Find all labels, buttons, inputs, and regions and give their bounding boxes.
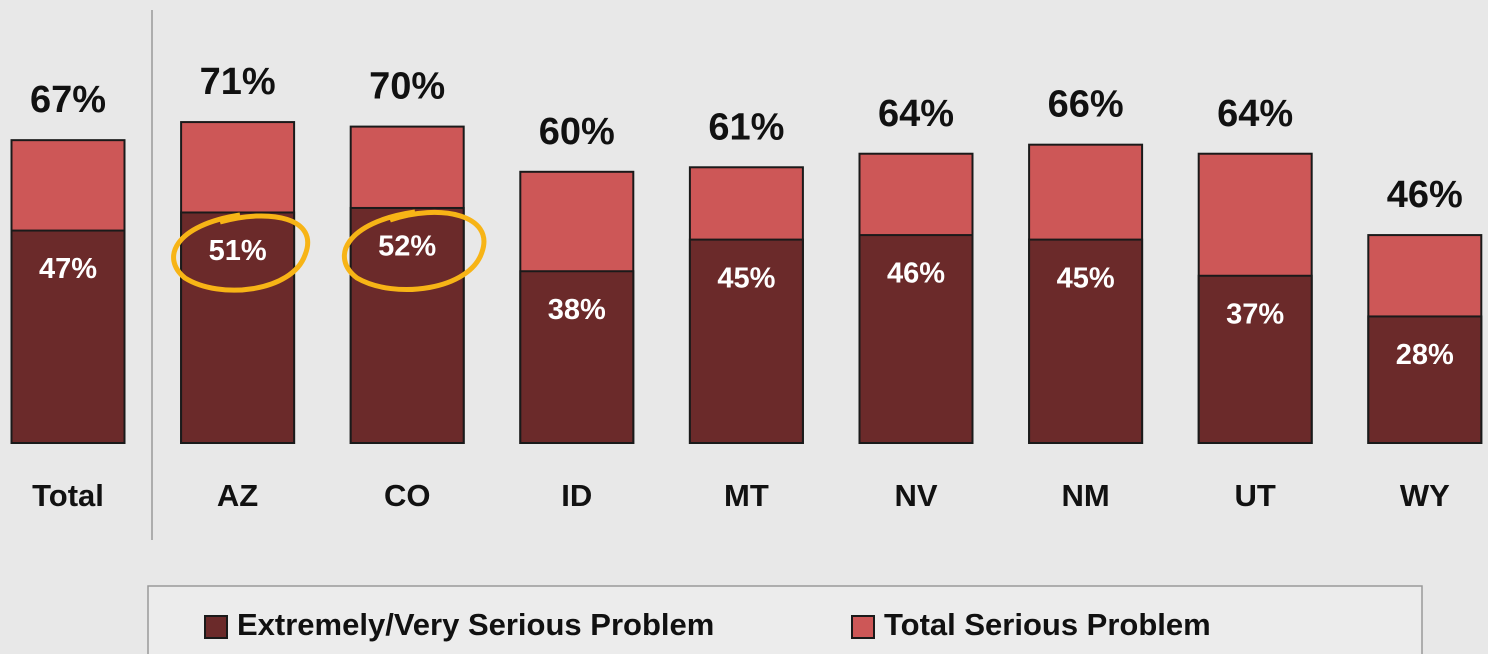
x-tick-label: NM <box>1061 478 1109 513</box>
bar <box>349 206 465 444</box>
annotations <box>171 209 487 293</box>
bar <box>519 270 635 444</box>
legend-swatch <box>204 615 228 639</box>
value-label: 28% <box>1396 339 1454 371</box>
value-label: 45% <box>1057 262 1115 294</box>
x-tick-label: AZ <box>217 478 258 513</box>
value-label: 52% <box>378 231 436 263</box>
total-label: 61% <box>708 106 784 148</box>
bar <box>1028 238 1144 444</box>
bar <box>1367 315 1483 444</box>
x-tick-label: CO <box>384 478 431 513</box>
total-label: 67% <box>30 79 106 121</box>
total-label: 64% <box>878 93 954 135</box>
legend-label: Extremely/Very Serious Problem <box>237 607 714 642</box>
total-label: 71% <box>200 61 276 103</box>
x-tick-label: NV <box>894 478 937 513</box>
legend-box <box>147 585 1423 654</box>
legend: Extremely/Very Serious Problem Total Seri… <box>204 607 1211 642</box>
value-label: 45% <box>717 262 775 294</box>
total-label: 46% <box>1387 174 1463 216</box>
value-label: 51% <box>209 235 267 267</box>
legend-label: Total Serious Problem <box>884 607 1211 642</box>
total-label: 70% <box>369 66 445 108</box>
highlight-circle <box>341 209 487 292</box>
x-tick-label: MT <box>724 478 769 513</box>
bar <box>180 211 296 444</box>
x-tick-label: ID <box>561 478 592 513</box>
total-label: 60% <box>539 111 615 153</box>
value-label: 47% <box>39 253 97 285</box>
value-label: 46% <box>887 258 945 290</box>
bar <box>688 238 804 444</box>
legend-swatch <box>851 615 875 639</box>
bar <box>1197 274 1313 445</box>
x-tick-label: Total <box>32 478 104 513</box>
bar <box>858 234 974 444</box>
x-tick-label: UT <box>1235 478 1276 513</box>
total-label: 66% <box>1048 84 1124 126</box>
bars: 67% 47% Total 71% 51% AZ 70% 52% CO 60% 38% ID 61% 45… <box>10 61 1483 513</box>
bar <box>10 229 126 444</box>
total-label: 64% <box>1217 93 1293 135</box>
x-tick-label: WY <box>1400 478 1450 513</box>
highlight-circle <box>171 212 310 293</box>
value-label: 37% <box>1226 298 1284 330</box>
value-label: 38% <box>548 294 606 326</box>
